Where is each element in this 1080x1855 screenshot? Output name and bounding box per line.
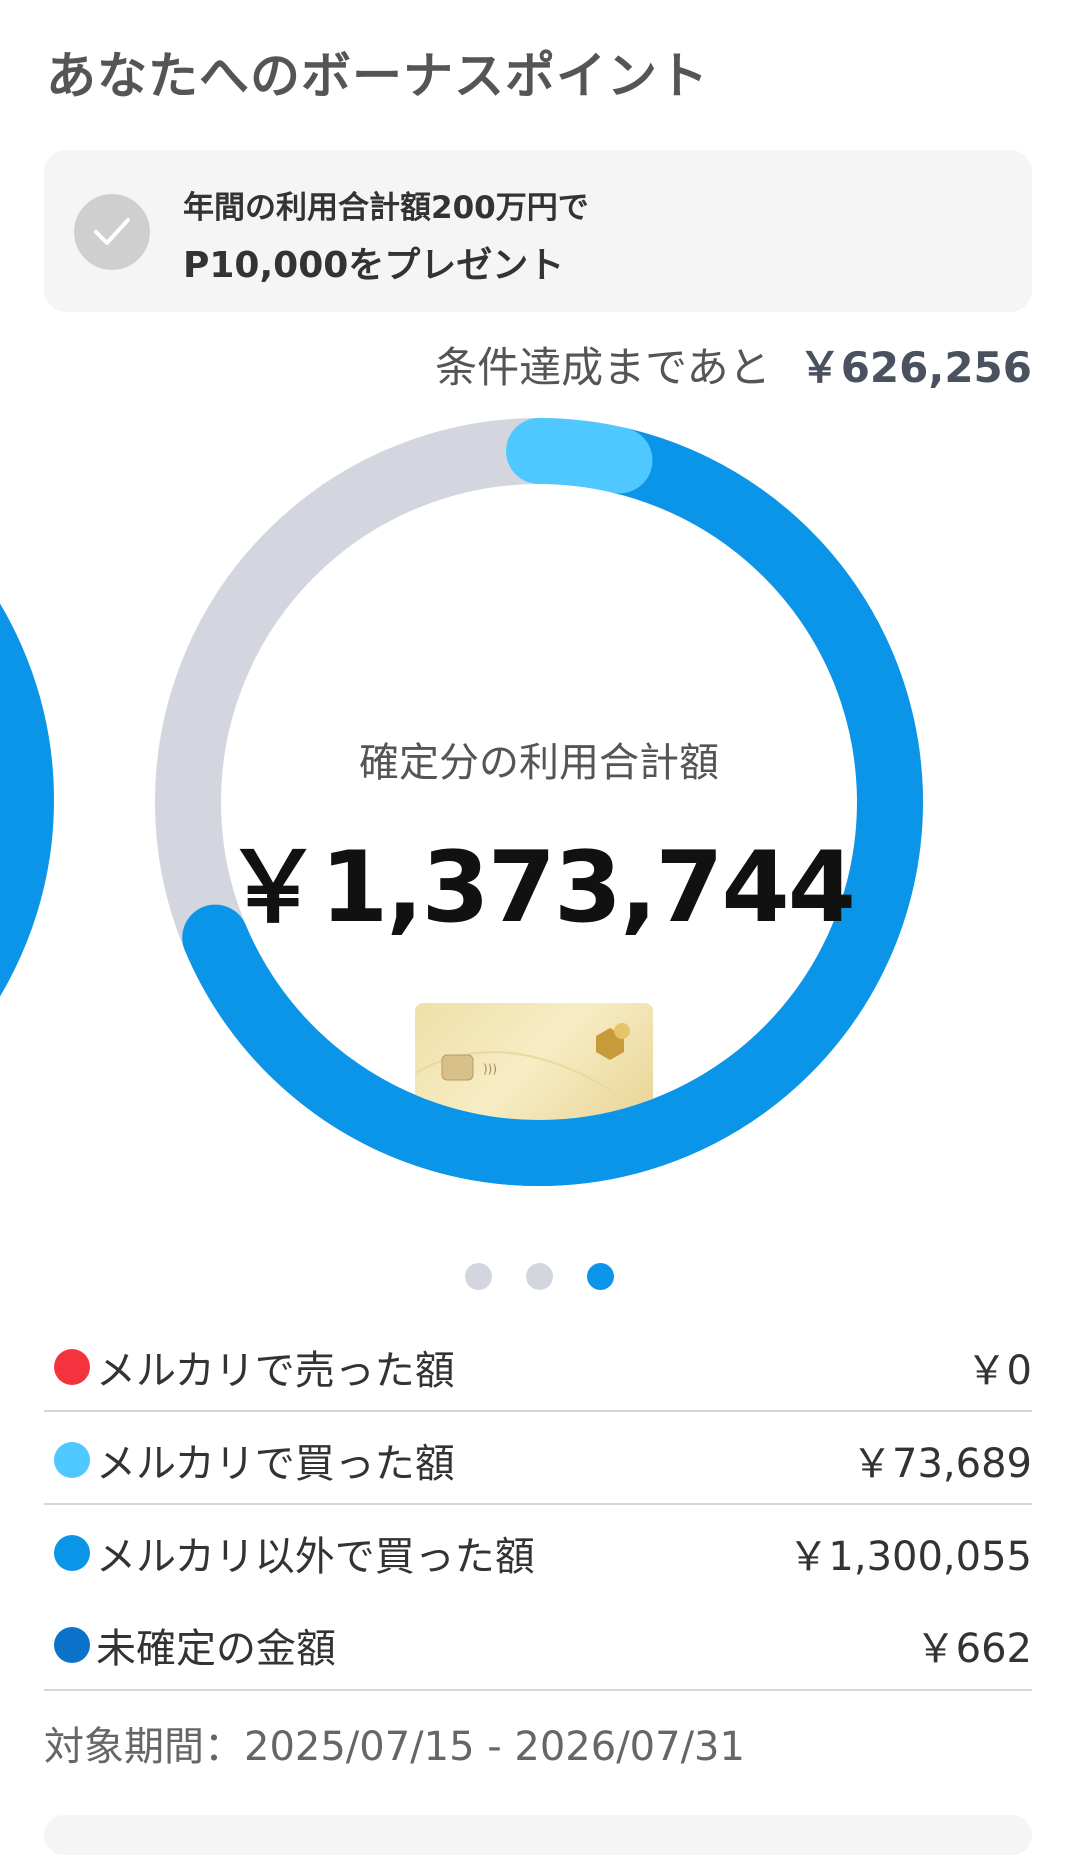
reward-text: P10,000をプレゼント — [183, 245, 565, 286]
remaining-value: ￥626,256 — [798, 343, 1032, 392]
breakdown-label: メルカリ以外で買った額 — [96, 1534, 535, 1580]
donut-segment — [506, 418, 653, 494]
target-period: 対象期間：2025/07/15 - 2026/07/31 — [44, 1724, 745, 1770]
total-amount: ￥1,373,744 — [224, 831, 856, 945]
breakdown-row: 未確定の金額 ￥662 — [44, 1599, 1032, 1691]
page-dot-2[interactable] — [525, 1263, 553, 1290]
breakdown-row: メルカリで買った額 ￥73,689 — [44, 1414, 1032, 1506]
carousel-indicator — [0, 1263, 1078, 1290]
next-card — [44, 1815, 1032, 1855]
check-icon — [74, 194, 150, 270]
breakdown-label: メルカリで買った額 — [96, 1441, 455, 1487]
divider — [44, 1410, 1032, 1412]
condition-text: 年間の利用合計額200万円で — [183, 190, 589, 226]
breakdown-value: ￥662 — [915, 1626, 1032, 1672]
center-label: 確定分の利用合計額 — [359, 740, 719, 786]
remaining-label: 条件達成まであと — [435, 343, 771, 392]
breakdown-value: ￥73,689 — [852, 1441, 1032, 1487]
dark-blue-dot-icon — [54, 1627, 90, 1663]
divider — [44, 1503, 1032, 1505]
page-dot-1[interactable] — [464, 1263, 492, 1290]
page-title: あなたへのボーナスポイント — [46, 47, 709, 105]
red-dot-icon — [54, 1349, 90, 1385]
credit-card-image: ))) — [414, 1003, 653, 1153]
breakdown-value: ￥1,300,055 — [788, 1534, 1032, 1580]
page-dot-3[interactable] — [586, 1263, 614, 1290]
breakdown-label: 未確定の金額 — [96, 1626, 336, 1672]
breakdown-row: メルカリで売った額 ￥0 — [44, 1321, 1032, 1413]
blue-dot-icon — [54, 1535, 90, 1571]
breakdown-row: メルカリ以外で買った額 ￥1,300,055 — [44, 1507, 1032, 1599]
remaining-amount: 条件達成まであと ￥626,256 — [435, 334, 1032, 395]
bonus-condition-card — [44, 150, 1032, 312]
prev-slide-ring[interactable] — [0, 449, 54, 1151]
svg-text:))): ))) — [483, 1062, 497, 1076]
divider — [44, 1689, 1032, 1691]
breakdown-label: メルカリで売った額 — [96, 1348, 455, 1394]
breakdown-value: ￥0 — [966, 1348, 1032, 1394]
light-blue-dot-icon — [54, 1442, 90, 1478]
